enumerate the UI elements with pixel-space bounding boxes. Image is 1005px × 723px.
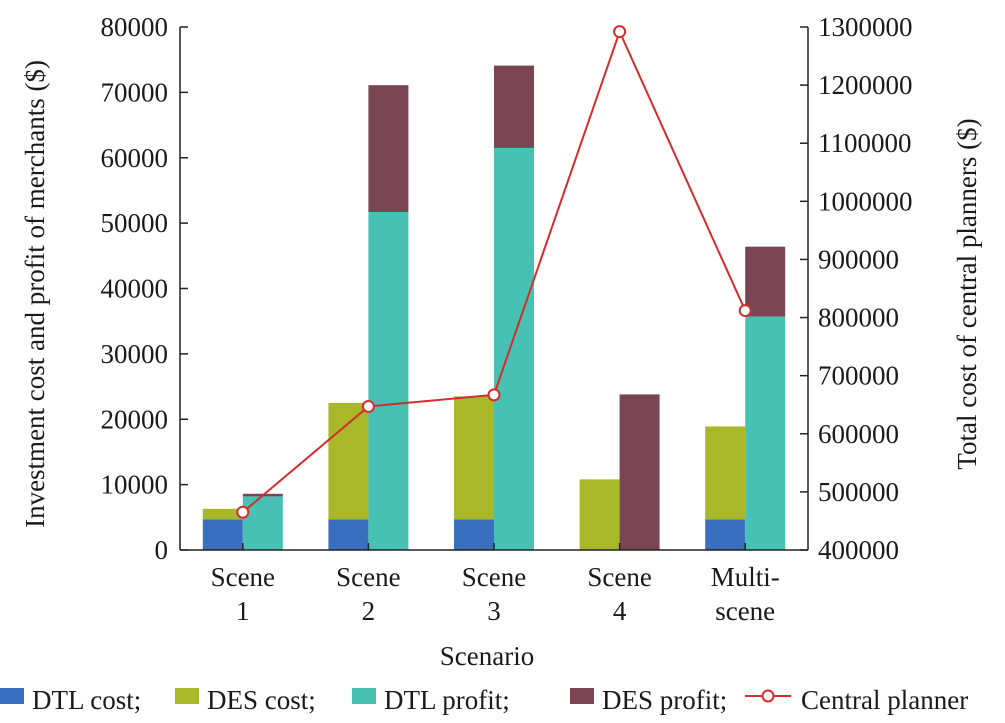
bar-dtl-profit [242,496,283,550]
axes-group: 0 10000 20000 30000 40000 50000 60000 70000 8000… [101,12,913,626]
bar-des-cost [454,396,494,520]
x-tick-label: scene [715,596,775,626]
central-planner-line-group [236,25,752,519]
legend-swatch [352,688,376,704]
legend-label: Central planner [801,685,968,715]
y-left-tick-label: 60000 [101,143,169,173]
central-planner-point [487,388,501,402]
legend-label: DTL cost; [32,685,141,715]
central-planner-point [361,399,375,413]
bar-dtl-profit [745,316,786,550]
y-left-tick-label: 10000 [101,470,169,500]
y-left-tick-label: 30000 [101,339,169,369]
bar-des-profit [368,85,409,213]
x-tick-label: Multi- [711,562,780,592]
x-tick-label: Scene [336,562,400,592]
legend-swatch [0,688,24,704]
bar-dtl-profit [494,147,534,550]
legend-marker-swatch [761,689,775,703]
x-tick-label: 3 [487,596,501,626]
bar-dtl-cost [454,519,494,550]
legend-label: DES profit; [602,685,727,715]
y-right-tick-label: 700000 [818,361,899,391]
y-right-tick-label: 1300000 [818,12,913,42]
bar-des-cost [328,402,369,520]
bar-des-cost [705,426,746,520]
legend-label: DES cost; [207,685,316,715]
y-right-tick-label: 1100000 [818,128,912,158]
y-axis-left-title: Investment cost and profit of merchants … [20,60,50,528]
central-planner-point [613,25,627,39]
y-right-tick-label: 1200000 [818,70,913,100]
central-planner-point [236,505,250,519]
y-left-tick-label: 0 [155,535,169,565]
y-left-tick-label: 50000 [101,208,169,238]
y-left-tick-label: 40000 [101,274,169,304]
x-tick-label: Scene [462,562,526,592]
legend-swatch [175,688,199,704]
y-right-tick-label: 400000 [818,535,899,565]
y-right-tick-label: 600000 [818,419,899,449]
bar-dtl-profit [368,212,409,551]
x-axis-title: Scenario [440,641,534,671]
y-left-tick-label: 20000 [101,404,169,434]
bar-des-profit [494,65,534,148]
legend-label: DTL profit; [384,685,510,715]
y-left-tick-label: 70000 [101,77,169,107]
x-tick-label: 1 [236,596,250,626]
x-tick-label: Scene [587,562,651,592]
y-right-tick-label: 1000000 [818,186,913,216]
bar-dtl-cost [705,519,746,550]
bar-dtl-cost [202,519,243,550]
bar-des-cost [579,479,620,550]
central-planner-point [738,304,752,318]
legend-swatch [570,688,594,704]
x-tick-label: 2 [362,596,376,626]
bars-group [202,65,786,551]
legend: DTL cost; DES cost; DTL profit; DES profit;… [0,685,968,715]
bar-des-cost [202,508,243,520]
y-axis-right-title: Total cost of central planners ($) [952,118,982,469]
y-right-tick-label: 500000 [818,477,899,507]
y-right-tick-label: 900000 [818,244,899,274]
x-tick-label: 4 [613,596,627,626]
y-right-tick-label: 800000 [818,303,899,333]
y-left-tick-label: 80000 [101,12,169,42]
bar-des-profit [745,246,786,317]
x-tick-label: Scene [211,562,275,592]
bar-dtl-cost [328,519,369,550]
bar-des-profit [619,394,660,550]
